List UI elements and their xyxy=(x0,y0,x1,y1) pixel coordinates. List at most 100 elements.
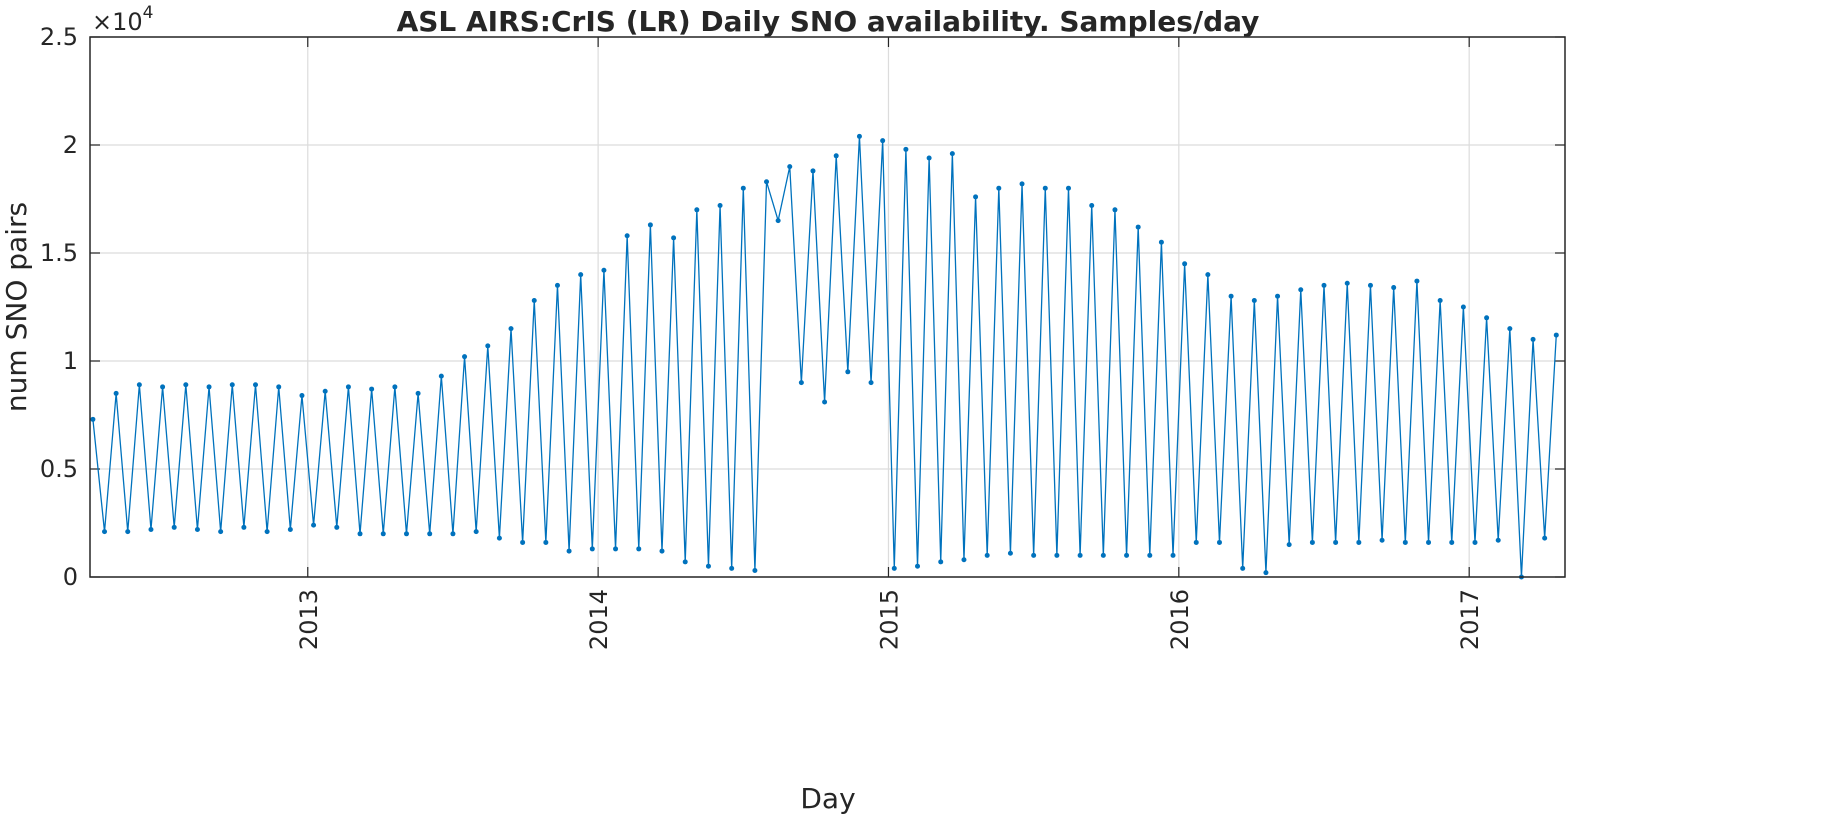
data-point xyxy=(1530,336,1536,342)
data-point xyxy=(403,531,409,537)
data-point xyxy=(1460,304,1466,310)
y-axis-label: num SNO pairs xyxy=(0,202,33,412)
data-point xyxy=(276,384,282,390)
data-point xyxy=(345,384,351,390)
data-point xyxy=(1158,239,1164,245)
data-point xyxy=(520,539,526,545)
data-point xyxy=(566,548,572,554)
data-point xyxy=(717,202,723,208)
data-point xyxy=(1100,552,1106,558)
data-point xyxy=(508,326,514,332)
data-point xyxy=(1251,298,1257,304)
x-tick-label: 2013 xyxy=(295,589,323,650)
data-point xyxy=(856,133,862,139)
data-point xyxy=(194,526,200,532)
data-point xyxy=(880,138,886,144)
data-point xyxy=(206,384,212,390)
data-point xyxy=(961,557,967,563)
data-point xyxy=(1031,552,1037,558)
data-point xyxy=(113,390,119,396)
data-point xyxy=(1333,539,1339,545)
data-point xyxy=(1379,537,1385,543)
data-point xyxy=(973,194,979,200)
data-point xyxy=(148,526,154,532)
data-point xyxy=(427,531,433,537)
data-point xyxy=(938,559,944,565)
data-point xyxy=(171,524,177,530)
data-point xyxy=(229,382,235,388)
data-point xyxy=(90,416,96,422)
data-point xyxy=(891,565,897,571)
data-point xyxy=(1182,261,1188,267)
data-point xyxy=(647,222,653,228)
data-point xyxy=(462,354,468,360)
data-point xyxy=(833,153,839,159)
data-point xyxy=(1170,552,1176,558)
data-point xyxy=(752,568,758,574)
data-point xyxy=(740,185,746,191)
y-tick-label: 1 xyxy=(63,347,78,375)
data-point xyxy=(357,531,363,537)
x-tick-label: 2016 xyxy=(1166,589,1194,650)
data-point xyxy=(160,384,166,390)
data-point xyxy=(1437,298,1443,304)
data-point xyxy=(1065,185,1071,191)
data-point xyxy=(694,207,700,213)
data-point xyxy=(926,155,932,161)
data-point xyxy=(102,529,108,535)
data-point xyxy=(1321,282,1327,288)
data-point xyxy=(1553,332,1559,338)
data-point xyxy=(915,563,921,569)
data-point xyxy=(1216,539,1222,545)
data-point xyxy=(1402,539,1408,545)
data-point xyxy=(1147,552,1153,558)
data-point xyxy=(241,524,247,530)
data-point xyxy=(1391,285,1397,291)
data-point xyxy=(264,529,270,535)
data-point xyxy=(1449,539,1455,545)
y-tick-label: 0.5 xyxy=(40,455,78,483)
data-point xyxy=(659,548,665,554)
x-tick-label: 2015 xyxy=(875,589,903,650)
data-point xyxy=(1507,326,1513,332)
data-point xyxy=(1298,287,1304,293)
data-point xyxy=(589,546,595,552)
data-point xyxy=(253,382,259,388)
data-point xyxy=(1007,550,1013,556)
data-point xyxy=(1414,278,1420,284)
x-tick-label: 2017 xyxy=(1456,589,1484,650)
data-point xyxy=(764,179,770,185)
data-point xyxy=(1135,224,1141,230)
data-point xyxy=(949,151,955,157)
data-point xyxy=(1089,202,1095,208)
chart-title: ASL AIRS:CrIS (LR) Daily SNO availabilit… xyxy=(397,5,1260,38)
data-point xyxy=(624,233,630,239)
data-point xyxy=(450,531,456,537)
data-point xyxy=(822,399,828,405)
data-point xyxy=(438,373,444,379)
data-point xyxy=(125,529,131,535)
data-point xyxy=(1275,293,1281,299)
data-point xyxy=(996,185,1002,191)
data-point xyxy=(636,546,642,552)
data-point xyxy=(705,563,711,569)
data-point xyxy=(1077,552,1083,558)
data-point xyxy=(1344,280,1350,286)
data-point xyxy=(682,559,688,565)
data-point xyxy=(1193,539,1199,545)
data-point xyxy=(1042,185,1048,191)
data-point xyxy=(1495,537,1501,543)
data-point xyxy=(903,146,909,152)
data-point xyxy=(415,390,421,396)
data-point xyxy=(1124,552,1130,558)
x-tick-label: 2014 xyxy=(585,589,613,650)
y-multiplier-power: 4 xyxy=(143,3,154,23)
data-point xyxy=(578,272,584,278)
data-point xyxy=(1228,293,1234,299)
data-point xyxy=(322,388,328,394)
data-point xyxy=(1286,542,1292,548)
y-multiplier-base: ×10 xyxy=(92,8,143,36)
data-point xyxy=(868,380,874,386)
data-point xyxy=(1019,181,1025,187)
